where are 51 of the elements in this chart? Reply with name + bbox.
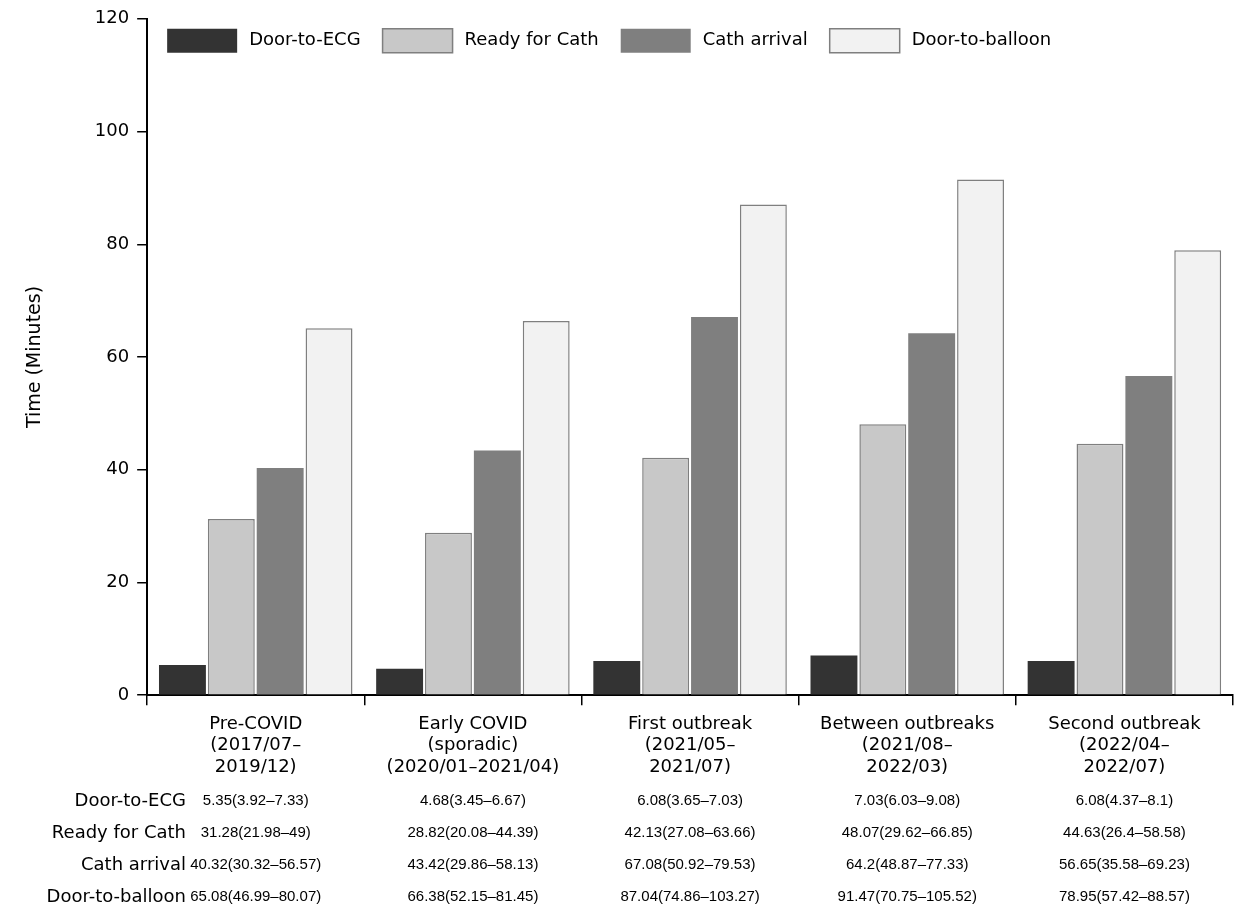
- y-tick-label: 20: [106, 570, 130, 592]
- bar: [473, 450, 521, 695]
- data-label: 5.35(3.92–7.33): [202, 791, 309, 809]
- data-label: 78.95(57.42–88.57): [1058, 887, 1190, 905]
- legend-label: Door-to-balloon: [911, 28, 1052, 50]
- x-tick-label: Pre-COVID (2017/07– 2019/12): [209, 711, 303, 776]
- y-tick-label: 80: [106, 231, 130, 253]
- y-tick-label: 100: [94, 119, 130, 141]
- data-label: 7.03(6.03–9.08): [854, 791, 961, 809]
- y-tick-label: 40: [106, 457, 130, 479]
- data-label: 6.08(4.37–8.1): [1075, 791, 1174, 809]
- x-tick-label: First outbreak (2021/05– 2021/07): [628, 711, 753, 776]
- data-label: 56.65(35.58–69.23): [1058, 855, 1190, 873]
- legend-label: Ready for Cath: [464, 28, 599, 50]
- bar: [376, 668, 424, 695]
- data-label: 65.08(46.99–80.07): [190, 887, 322, 905]
- text: Door-to-balloon: [46, 884, 186, 906]
- data-label: 28.82(20.08–44.39): [407, 823, 539, 841]
- bar: [1125, 375, 1173, 695]
- y-tick-label: 120: [94, 6, 130, 28]
- y-tick-label: 0: [117, 682, 130, 704]
- data-label: 31.28(21.98–49): [200, 823, 311, 841]
- data-label: 6.08(3.65–7.03): [637, 791, 744, 809]
- y-tick-label: 60: [106, 344, 130, 366]
- bar: [158, 665, 206, 695]
- text: Ready for Cath: [51, 820, 186, 842]
- bar: [908, 333, 956, 695]
- data-label: 67.08(50.92–79.53): [624, 855, 756, 873]
- data-label: 40.32(30.32–56.57): [190, 855, 322, 873]
- data-label: 64.2(48.87–77.33): [845, 855, 969, 873]
- x-tick-label: Between outbreaks (2021/08– 2022/03): [820, 711, 995, 776]
- bar: [810, 655, 858, 695]
- data-label: 4.68(3.45–6.67): [419, 791, 526, 809]
- data-label: 42.13(27.08–63.66): [624, 823, 756, 841]
- x-tick-label: Early COVID (sporadic) (2020/01–2021/04): [386, 711, 560, 776]
- legend-label: Cath arrival: [702, 28, 808, 50]
- bar: [593, 660, 641, 695]
- data-label: 91.47(70.75–105.52): [837, 887, 977, 905]
- data-label: 44.63(26.4–58.58): [1063, 823, 1186, 841]
- data-label: 43.42(29.86–58.13): [407, 855, 539, 873]
- legend-label: Door-to-ECG: [249, 28, 361, 50]
- text: Door-to-ECG: [74, 788, 186, 810]
- text: Cath arrival: [81, 852, 186, 874]
- bar: [1027, 660, 1075, 695]
- data-label: 66.38(52.15–81.45): [407, 887, 539, 905]
- bar: [691, 317, 738, 695]
- y-axis-title: Time (Minutes): [22, 285, 45, 430]
- x-tick-label: Second outbreak (2022/04– 2022/07): [1048, 711, 1202, 776]
- data-label: 48.07(29.62–66.85): [841, 823, 973, 841]
- data-label: 87.04(74.86–103.27): [620, 887, 760, 905]
- bar: [256, 467, 304, 695]
